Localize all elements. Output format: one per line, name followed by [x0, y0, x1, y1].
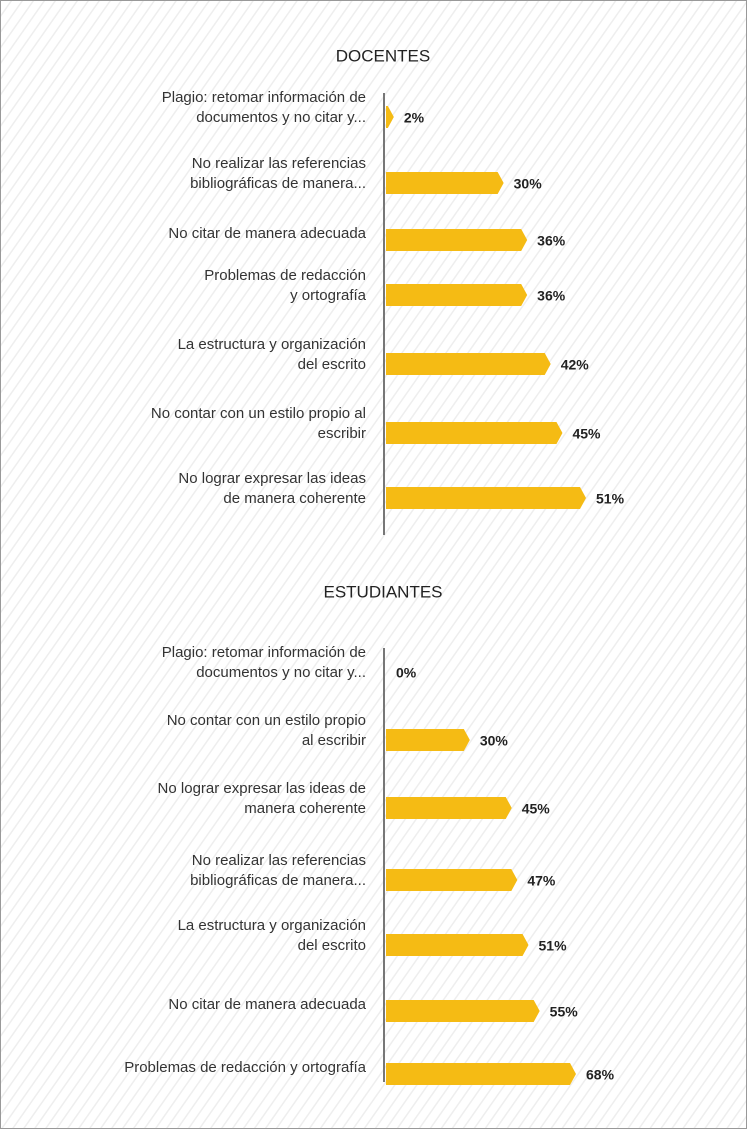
category-label: No realizar las referencias bibliográfica… [190, 852, 366, 889]
category-label: La estructura y organización del escrito [178, 917, 366, 954]
bar [386, 934, 529, 956]
category-label: Problemas de redacción y ortografía [124, 1059, 366, 1076]
value-label: 30% [514, 176, 543, 192]
value-label: 30% [480, 733, 509, 749]
chart-title: ESTUDIANTES [323, 582, 442, 601]
bar [386, 487, 586, 509]
bar [386, 1063, 576, 1085]
bar [386, 422, 563, 444]
category-label: No lograr expresar las ideas de manera co… [158, 780, 366, 817]
value-label: 47% [527, 873, 556, 889]
value-label: 45% [522, 801, 551, 817]
bar [386, 1000, 540, 1022]
value-label: 0% [396, 665, 417, 681]
value-label: 55% [550, 1004, 579, 1020]
bar [386, 869, 518, 891]
category-label: No citar de manera adecuada [168, 996, 366, 1013]
bar [386, 353, 551, 375]
value-label: 51% [539, 938, 568, 954]
category-label: La estructura y organización del escrito [178, 336, 366, 373]
category-label: No lograr expresar las ideas de manera co… [178, 470, 366, 507]
category-label: Problemas de redacción y ortografía [204, 267, 366, 304]
value-label: 42% [561, 357, 590, 373]
chart-title: DOCENTES [336, 46, 430, 65]
bar [386, 284, 528, 306]
value-label: 68% [586, 1067, 615, 1083]
bar [386, 229, 528, 251]
bar [386, 797, 512, 819]
category-label: No realizar las referencias bibliográfica… [190, 155, 366, 192]
category-label: No contar con un estilo propio al escribi… [151, 405, 366, 442]
value-label: 36% [537, 288, 566, 304]
bar [386, 172, 504, 194]
value-label: 2% [404, 110, 425, 126]
category-label: No citar de manera adecuada [168, 225, 366, 242]
bar [386, 729, 470, 751]
bar [386, 106, 394, 128]
value-label: 36% [537, 233, 566, 249]
category-label: No contar con un estilo propio al escribi… [167, 712, 366, 749]
value-label: 45% [572, 426, 601, 442]
category-label: Plagio: retomar información de documentos… [162, 644, 366, 681]
category-label: Plagio: retomar información de documentos… [162, 89, 366, 126]
value-label: 51% [596, 491, 625, 507]
